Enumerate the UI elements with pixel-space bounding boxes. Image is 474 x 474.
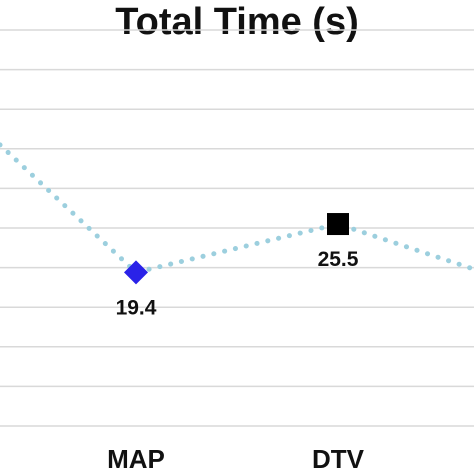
data-labels-group: 19.4 25.5 (116, 248, 359, 319)
series-line-group (0, 142, 474, 276)
x-tick-label: MAP (107, 444, 165, 474)
x-tick-label: DTV (312, 444, 365, 474)
data-point-square (327, 213, 349, 236)
chart-title: Total Time (s) (115, 1, 359, 43)
data-label: 19.4 (116, 296, 157, 319)
gridlines (0, 29, 474, 427)
series-line (0, 142, 474, 276)
data-point-diamond (124, 260, 148, 285)
x-axis-tick-labels: MAP DTV (107, 444, 365, 474)
data-label: 25.5 (318, 248, 359, 271)
markers-group (124, 213, 349, 285)
